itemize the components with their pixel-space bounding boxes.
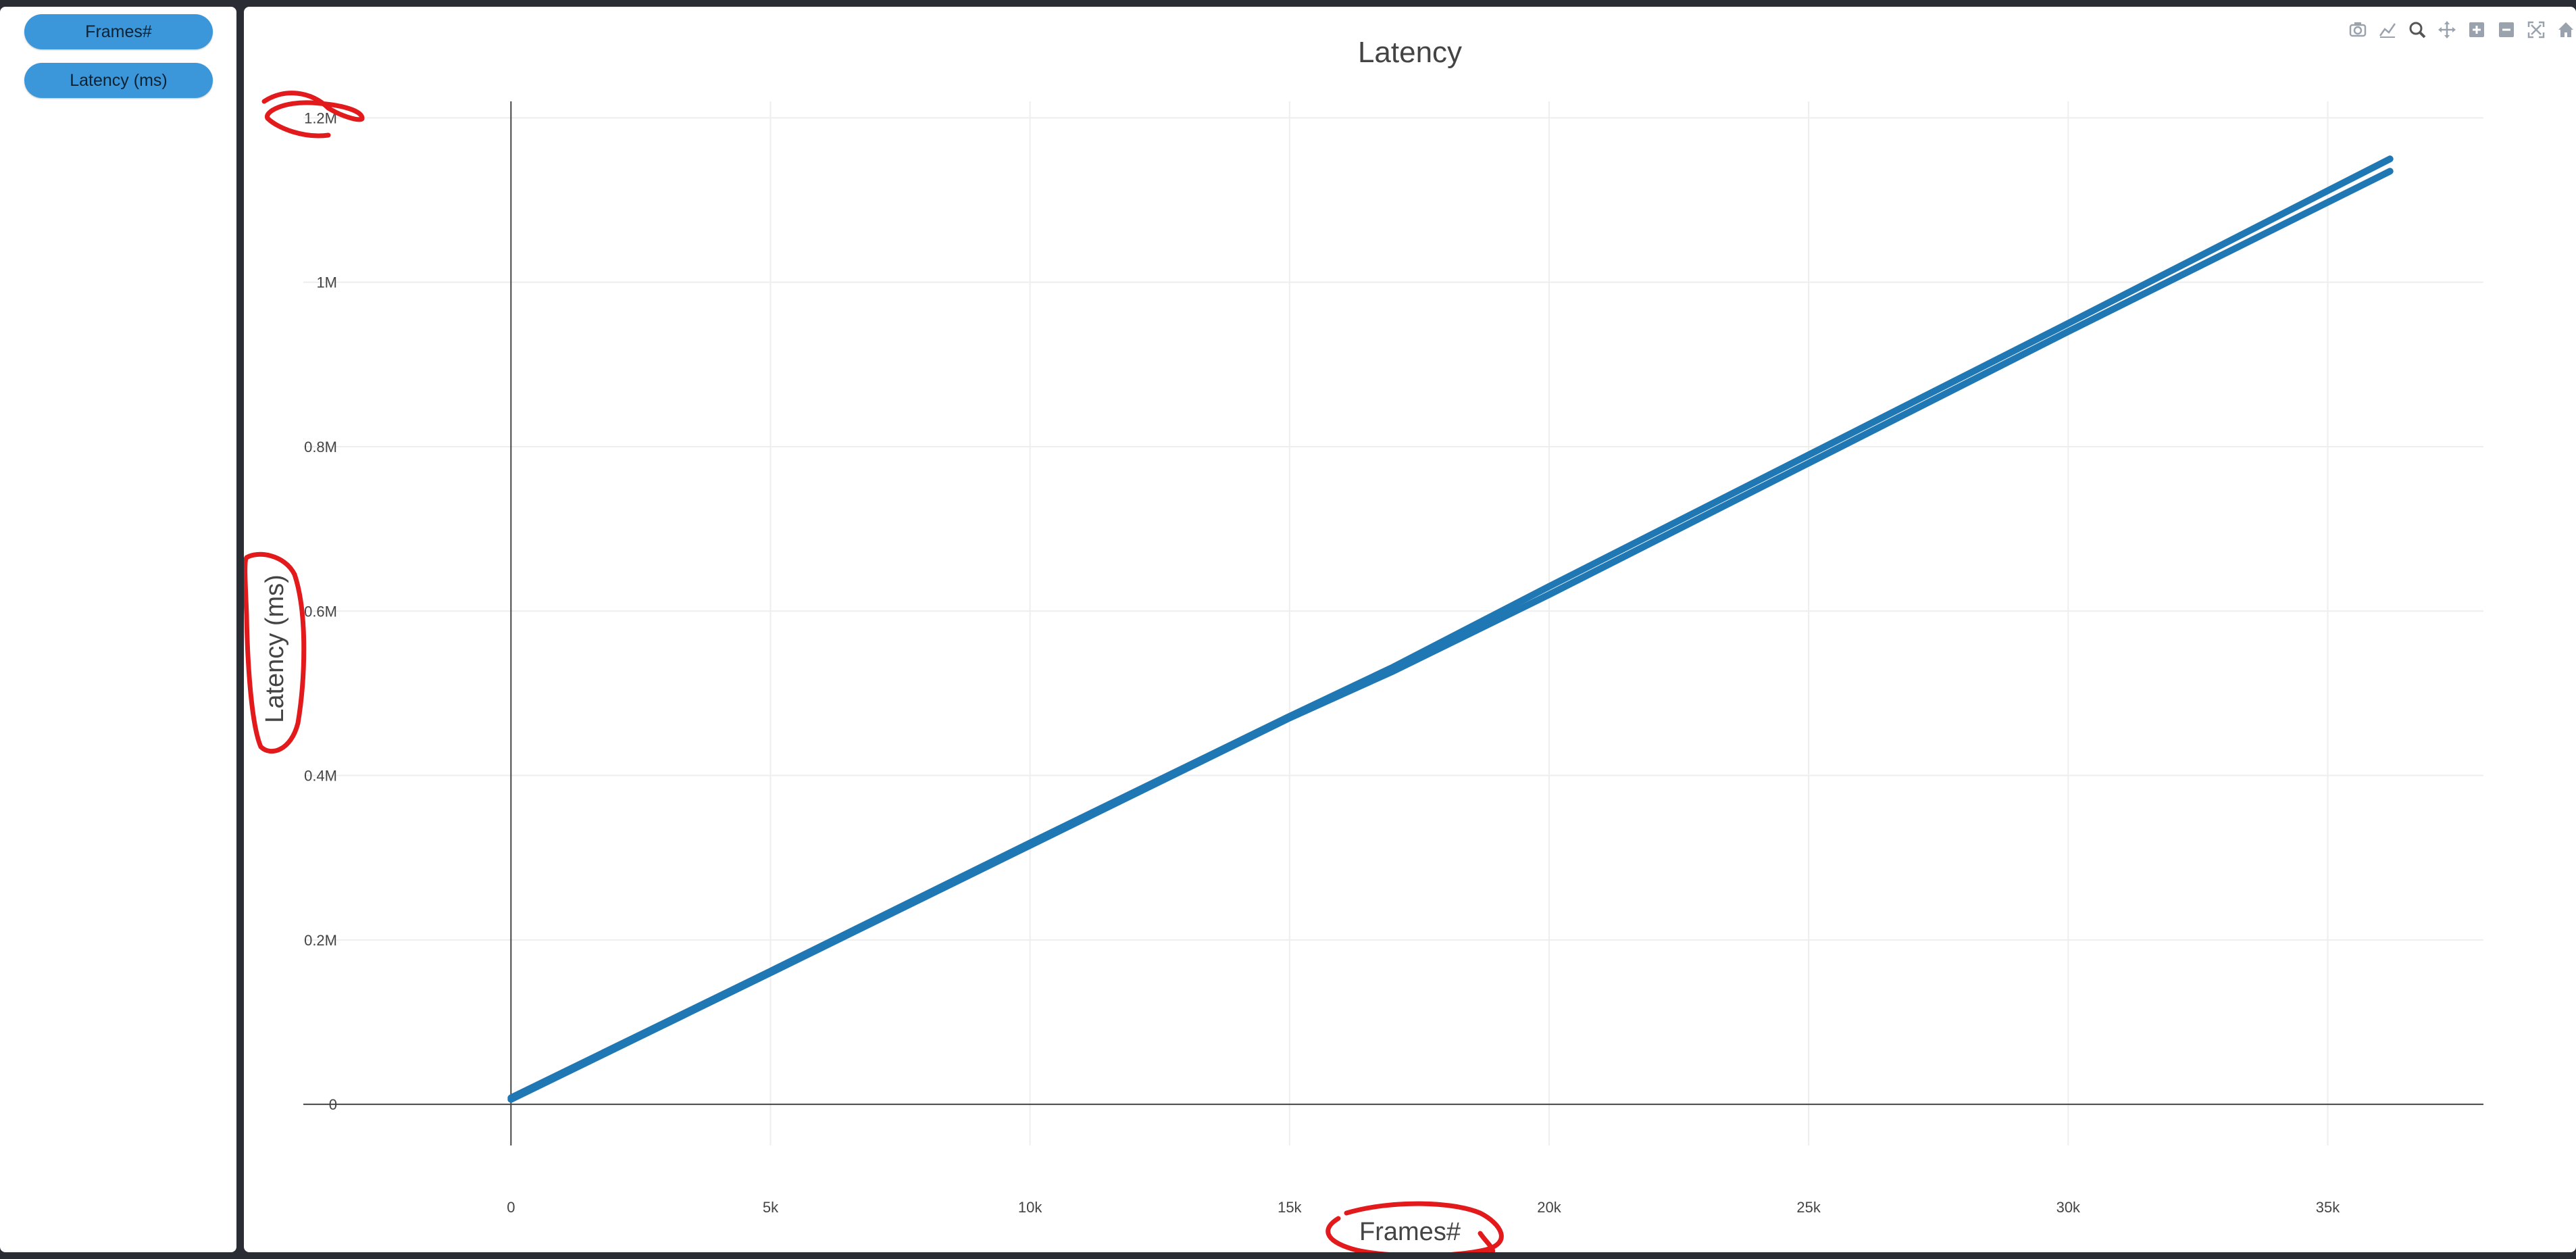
series-line-2	[507, 168, 2394, 1103]
chart-title: Latency	[1358, 36, 1462, 69]
x-tick-label: 5k	[763, 1199, 779, 1216]
y-tick-label: 0.4M	[304, 768, 337, 785]
y-axis-title: Latency (ms)	[261, 574, 289, 723]
zoom-in-icon[interactable]	[2467, 20, 2487, 40]
x-tick-label: 25k	[1796, 1199, 1821, 1216]
modebar	[2348, 16, 2576, 43]
zoom-icon[interactable]	[2407, 20, 2427, 40]
zoom-out-icon[interactable]	[2496, 20, 2517, 40]
x-tick-label: 0	[507, 1199, 515, 1216]
annotation-circle-ylabel	[244, 551, 307, 754]
latency-chart[interactable]: 0 5k 10k 15k 20k 25k 30k 35k 0 0.2M 0.4M 0.6M 0.8M 1M…	[244, 7, 2576, 1252]
y-tick-label: 0.8M	[304, 439, 337, 455]
x-tick-label: 30k	[2056, 1199, 2081, 1216]
x-axis-title: Frames#	[1359, 1218, 1461, 1246]
home-icon[interactable]	[2556, 20, 2576, 40]
x-tick-label: 10k	[1018, 1199, 1042, 1216]
x-tick-label: 20k	[1537, 1199, 1561, 1216]
annotation-circle-ylim	[261, 91, 365, 139]
x-tick-label: 15k	[1278, 1199, 1302, 1216]
plot-panel: 0 5k 10k 15k 20k 25k 30k 35k 0 0.2M 0.4M 0.6M 0.8M 1M…	[244, 7, 2576, 1252]
sidebar: Frames# Latency (ms)	[0, 7, 236, 1252]
autoscale-icon[interactable]	[2526, 20, 2546, 40]
y-tick-label: 0.6M	[304, 603, 337, 620]
frames-button[interactable]: Frames#	[24, 14, 213, 49]
line-icon[interactable]	[2377, 20, 2398, 40]
annotation-circle-xlabel	[1325, 1201, 1504, 1252]
y-tick-label: 0	[329, 1096, 337, 1113]
series-line-1	[507, 155, 2394, 1102]
camera-icon[interactable]	[2348, 20, 2368, 40]
pan-icon[interactable]	[2437, 20, 2457, 40]
y-tick-label: 0.2M	[304, 932, 337, 949]
x-tick-label: 35k	[2316, 1199, 2340, 1216]
latency-button[interactable]: Latency (ms)	[24, 63, 213, 98]
y-tick-label: 1M	[316, 274, 337, 291]
